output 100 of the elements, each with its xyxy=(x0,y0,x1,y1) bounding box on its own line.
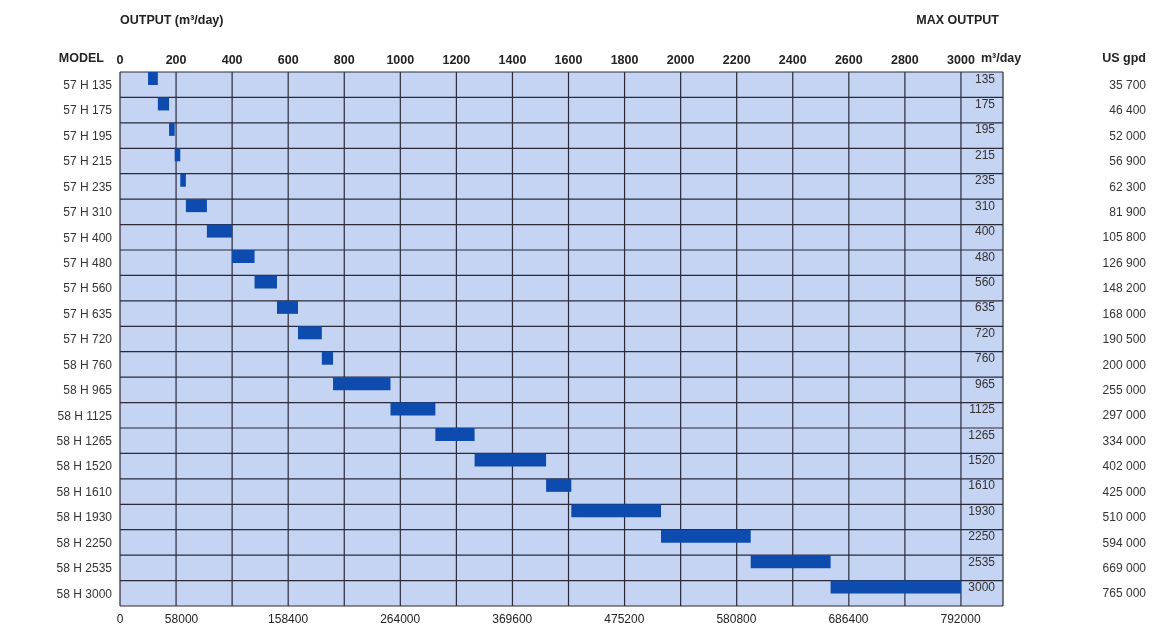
bar xyxy=(206,224,233,238)
x2-tick-label: 792000 xyxy=(940,611,981,626)
y-tick-label: 57 H 400 xyxy=(63,230,113,245)
x-tick-label: 1400 xyxy=(498,53,527,67)
bar xyxy=(254,275,277,289)
y-tick-label: 58 H 1125 xyxy=(57,408,113,423)
bar xyxy=(148,72,158,85)
bar xyxy=(571,504,662,518)
x-tick-label: 1200 xyxy=(442,53,471,67)
data-label: 135 xyxy=(974,71,996,86)
data-label: 965 xyxy=(974,376,996,391)
text: 765 000 xyxy=(1102,586,1147,601)
text: 62 300 xyxy=(1109,179,1147,194)
bar xyxy=(750,555,831,569)
x2-tick-label: 369600 xyxy=(492,611,533,626)
y-tick-label: 58 H 1520 xyxy=(56,459,113,474)
y-tick-label: 57 H 480 xyxy=(63,255,113,270)
text: 81 900 xyxy=(1109,205,1147,220)
data-label: 1265 xyxy=(968,427,996,442)
data-label: 1930 xyxy=(968,503,996,518)
y-tick-label: 58 H 965 xyxy=(63,383,113,398)
x-tick-label: 1800 xyxy=(610,53,639,67)
text: 200 000 xyxy=(1102,357,1147,372)
bar xyxy=(546,478,572,492)
x-tick-label: 800 xyxy=(333,53,355,67)
y-tick-label: 57 H 215 xyxy=(63,154,113,169)
text: 669 000 xyxy=(1102,561,1147,576)
text: 126 900 xyxy=(1102,255,1147,270)
x-tick-label: 2800 xyxy=(890,53,919,67)
bar xyxy=(474,453,547,467)
x-tick-label: 1000 xyxy=(386,53,415,67)
x-tick-label: 2400 xyxy=(778,53,807,67)
y-tick-label: 58 H 2535 xyxy=(56,561,113,576)
x2-tick-label: 158400 xyxy=(268,611,309,626)
bar xyxy=(661,529,751,543)
data-label: 1520 xyxy=(968,452,996,467)
data-label: 2535 xyxy=(968,554,996,569)
x-tick-label: 2200 xyxy=(722,53,751,67)
y-tick-label: 57 H 310 xyxy=(63,205,113,220)
text: 52 000 xyxy=(1109,128,1147,143)
y-tick-label: 57 H 135 xyxy=(63,77,113,92)
bar xyxy=(169,122,175,136)
data-label: 720 xyxy=(974,325,996,340)
y-tick-label: 57 H 235 xyxy=(63,179,113,194)
y-tick-label: 57 H 560 xyxy=(63,281,113,296)
text: 594 000 xyxy=(1102,535,1147,550)
text: MAX OUTPUT xyxy=(916,13,1000,27)
bar xyxy=(390,402,436,416)
x2-tick-label: 0 xyxy=(116,611,124,626)
x-tick-label: 2600 xyxy=(834,53,863,67)
text: US gpd xyxy=(1102,51,1146,65)
data-label: 215 xyxy=(974,147,996,162)
data-label: 175 xyxy=(974,96,996,111)
text: 297 000 xyxy=(1102,408,1147,423)
x-tick-label: 0 xyxy=(116,53,124,67)
text: 190 500 xyxy=(1102,332,1147,347)
data-label: 3000 xyxy=(968,580,996,595)
y-tick-label: 57 H 720 xyxy=(63,332,113,347)
y-tick-label: 58 H 2250 xyxy=(56,535,113,550)
text: 35 700 xyxy=(1109,77,1147,92)
bar xyxy=(180,173,186,187)
y-axis-title: MODEL xyxy=(58,51,105,65)
bar xyxy=(298,326,322,340)
y-tick-label: 58 H 1265 xyxy=(56,433,113,448)
bar xyxy=(830,580,961,594)
text: 425 000 xyxy=(1102,484,1147,499)
y-tick-label: 57 H 175 xyxy=(63,103,113,118)
y-tick-label: 58 H 1610 xyxy=(56,484,113,499)
text: 334 000 xyxy=(1102,433,1147,448)
x2-tick-label: 580800 xyxy=(716,611,757,626)
x-tick-label: 2000 xyxy=(666,53,695,67)
bar xyxy=(435,428,475,441)
text: 510 000 xyxy=(1102,510,1147,525)
text: 168 000 xyxy=(1102,306,1147,321)
text: 105 800 xyxy=(1102,230,1147,245)
data-label: 400 xyxy=(974,224,996,239)
data-label: 1125 xyxy=(969,402,996,417)
data-label: 1610 xyxy=(968,478,996,493)
data-label: 195 xyxy=(974,122,996,137)
y-tick-label: 58 H 3000 xyxy=(56,586,113,601)
bar xyxy=(276,300,298,314)
text: m³/day xyxy=(980,51,1022,65)
text: 148 200 xyxy=(1102,281,1147,296)
bar xyxy=(232,250,255,263)
text: 255 000 xyxy=(1102,383,1147,398)
data-label: 480 xyxy=(974,249,996,264)
y-tick-label: 57 H 195 xyxy=(63,128,113,143)
data-label: 310 xyxy=(974,198,996,213)
data-label: 235 xyxy=(974,173,996,188)
bar xyxy=(333,377,391,391)
data-label: 2250 xyxy=(968,529,996,544)
data-label: 635 xyxy=(974,300,996,315)
y-tick-label: 58 H 1930 xyxy=(56,510,113,525)
x-tick-label: 600 xyxy=(277,53,299,67)
bar xyxy=(157,97,170,111)
bar xyxy=(321,351,334,365)
x-tick-label: 200 xyxy=(165,53,187,67)
text: 56 900 xyxy=(1109,154,1147,169)
y-tick-label: 57 H 635 xyxy=(63,306,113,321)
x2-tick-label: 686400 xyxy=(828,611,869,626)
